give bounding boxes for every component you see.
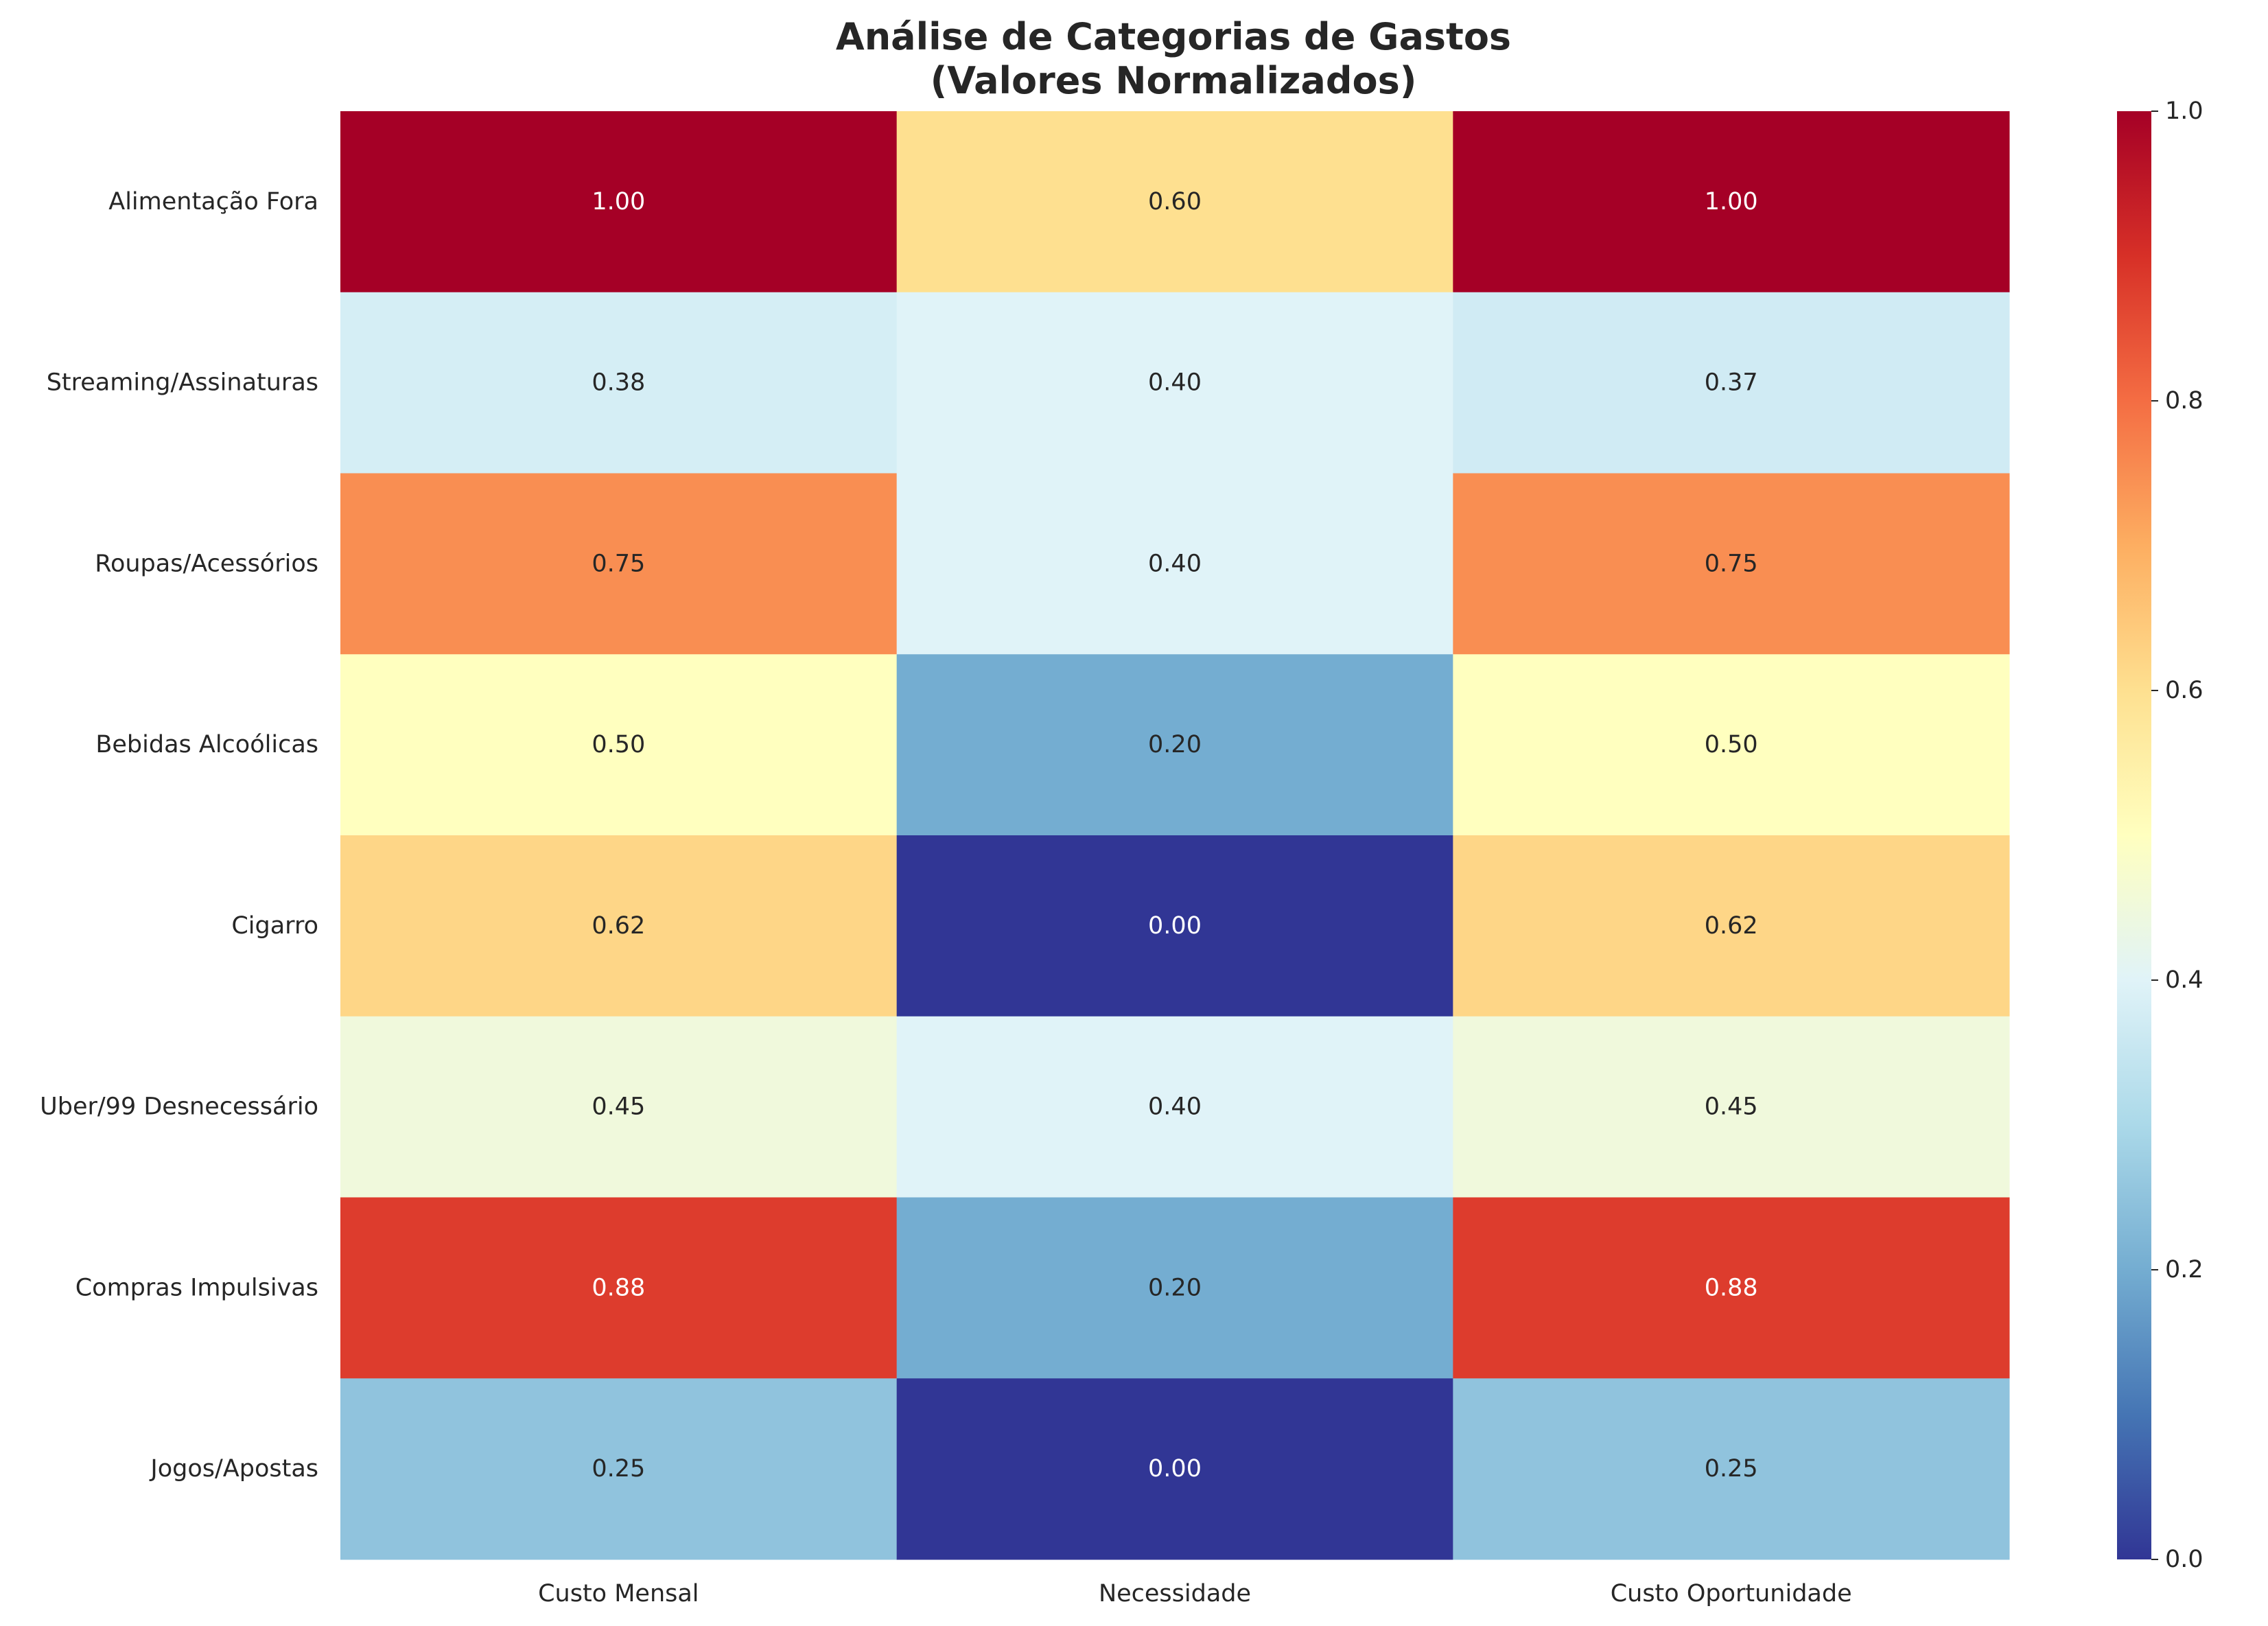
cell-value-label: 1.00	[592, 188, 645, 216]
heatmap-cell	[1453, 654, 2010, 836]
cell-value-label: 0.62	[1705, 912, 1758, 940]
cell-value-label: 0.40	[1148, 550, 1202, 577]
cell-value-label: 0.38	[592, 369, 645, 397]
cell-value-label: 0.62	[592, 912, 645, 940]
heatmap-cell	[1453, 835, 2010, 1017]
heatmap-cell	[340, 292, 898, 474]
cell-value-label: 0.20	[1148, 731, 1202, 758]
cell-value-label: 1.00	[1705, 188, 1758, 216]
cell-value-label: 0.40	[1148, 1093, 1202, 1121]
column-tick-label: Custo Mensal	[538, 1580, 699, 1607]
cell-value-label: 0.60	[1148, 188, 1202, 216]
cell-value-label: 0.50	[592, 731, 645, 758]
cell-value-label: 0.45	[1705, 1093, 1758, 1121]
heatmap-cell	[896, 1197, 1453, 1379]
cell-value-label: 0.88	[592, 1274, 645, 1301]
cell-value-label: 0.50	[1705, 731, 1758, 758]
cell-value-label: 0.25	[592, 1455, 645, 1483]
cell-value-label: 0.75	[592, 550, 645, 577]
column-labels: Custo Mensal Necessidade Custo Oportunidad…	[538, 1580, 1852, 1607]
heatmap-cell	[340, 473, 898, 655]
colorbar: 0.0 0.2 0.4 0.6 0.8 1.0	[2117, 97, 2203, 1573]
heatmap-cell	[1453, 292, 2010, 474]
colorbar-tick-label: 0.4	[2165, 966, 2203, 994]
chart-title-line-1: Análise de Categorias de Gastos	[835, 15, 1512, 58]
row-tick-label: Jogos/Apostas	[149, 1455, 318, 1483]
column-tick-label: Necessidade	[1099, 1580, 1251, 1607]
cell-value-label: 0.20	[1148, 1274, 1202, 1301]
row-tick-label: Cigarro	[231, 912, 318, 940]
row-tick-label: Roupas/Acessórios	[95, 550, 318, 577]
row-tick-label: Alimentação Fora	[108, 188, 318, 216]
heatmap-cell	[896, 1378, 1453, 1560]
colorbar-tick-label: 0.2	[2165, 1256, 2203, 1284]
heatmap-cells	[340, 111, 2010, 1560]
cell-value-label: 0.75	[1705, 550, 1758, 577]
colorbar-tick-label: 1.0	[2165, 97, 2203, 125]
heatmap-cell	[340, 111, 898, 293]
heatmap-cell-labels: 1.00 0.60 1.00 0.38 0.40 0.37 0.75 0.40 0.75 0.50…	[592, 188, 1757, 1483]
colorbar-scale	[2117, 111, 2151, 1559]
colorbar-tick-label: 0.6	[2165, 677, 2203, 704]
heatmap-cell	[1453, 473, 2010, 655]
row-tick-label: Compras Impulsivas	[75, 1274, 318, 1301]
cell-value-label: 0.37	[1705, 369, 1758, 397]
cell-value-label: 0.40	[1148, 369, 1202, 397]
heatmap-cell	[1453, 1016, 2010, 1198]
row-tick-label: Streaming/Assinaturas	[47, 369, 318, 397]
heatmap-cell	[896, 835, 1453, 1017]
heatmap-cell	[896, 1016, 1453, 1198]
heatmap-cell	[1453, 1378, 2010, 1560]
chart-title-line-2: (Valores Normalizados)	[930, 59, 1417, 102]
heatmap-cell	[340, 1197, 898, 1379]
heatmap-cell	[1453, 111, 2010, 293]
heatmap-cell	[340, 1016, 898, 1198]
heatmap-cell	[340, 1378, 898, 1560]
row-labels: Alimentação Fora Streaming/Assinaturas Rou…	[40, 188, 318, 1483]
row-tick-label: Bebidas Alcoólicas	[95, 731, 318, 758]
column-tick-label: Custo Oportunidade	[1611, 1580, 1852, 1607]
heatmap-cell	[896, 111, 1453, 293]
cell-value-label: 0.00	[1148, 1455, 1202, 1483]
heatmap-cell	[340, 654, 898, 836]
cell-value-label: 0.00	[1148, 912, 1202, 940]
cell-value-label: 0.45	[592, 1093, 645, 1121]
row-tick-label: Uber/99 Desnecessário	[40, 1093, 318, 1121]
heatmap-cell	[1453, 1197, 2010, 1379]
colorbar-tick-label: 0.0	[2165, 1546, 2203, 1573]
cell-value-label: 0.88	[1705, 1274, 1758, 1301]
heatmap-cell	[896, 654, 1453, 836]
cell-value-label: 0.25	[1705, 1455, 1758, 1483]
colorbar-tick-label: 0.8	[2165, 387, 2203, 415]
heatmap-cell	[896, 292, 1453, 474]
heatmap-cell	[896, 473, 1453, 655]
heatmap-cell	[340, 835, 898, 1017]
chart-title: Análise de Categorias de Gastos (Valores…	[340, 15, 2007, 103]
